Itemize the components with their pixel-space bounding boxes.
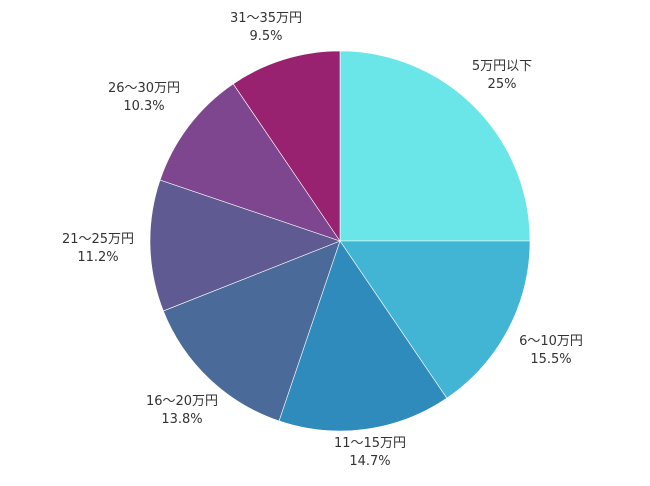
slice-percent-label: 25% bbox=[488, 77, 517, 92]
pie-slice bbox=[339, 50, 531, 242]
slice-category-label: 5万円以下 bbox=[472, 59, 532, 74]
slice-percent-label: 15.5% bbox=[530, 352, 571, 367]
pie-slice bbox=[149, 179, 341, 312]
pie-slice bbox=[278, 240, 448, 432]
slice-percent-label: 10.3% bbox=[123, 99, 164, 114]
slice-category-label: 16〜20万円 bbox=[146, 394, 218, 409]
slice-category-label: 31〜35万円 bbox=[230, 11, 302, 26]
slice-category-label: 6〜10万円 bbox=[519, 334, 583, 349]
slice-category-label: 11〜15万円 bbox=[334, 436, 406, 451]
slice-percent-label: 13.8% bbox=[161, 412, 202, 427]
slice-percent-label: 14.7% bbox=[349, 454, 390, 469]
pie-slice bbox=[162, 240, 341, 422]
pie-slice bbox=[232, 50, 341, 242]
pie-labels: 5万円以下 25% 6〜10万円 15.5% 11〜15万円 14.7% 16〜20万円 13… bbox=[62, 11, 583, 469]
pie-slice bbox=[159, 83, 341, 242]
slice-percent-label: 9.5% bbox=[249, 29, 282, 44]
slice-category-label: 26〜30万円 bbox=[108, 81, 180, 96]
slice-percent-label: 11.2% bbox=[77, 250, 118, 265]
slice-category-label: 21〜25万円 bbox=[62, 232, 134, 247]
pie-slice bbox=[339, 240, 531, 399]
pie-slices bbox=[149, 50, 531, 432]
